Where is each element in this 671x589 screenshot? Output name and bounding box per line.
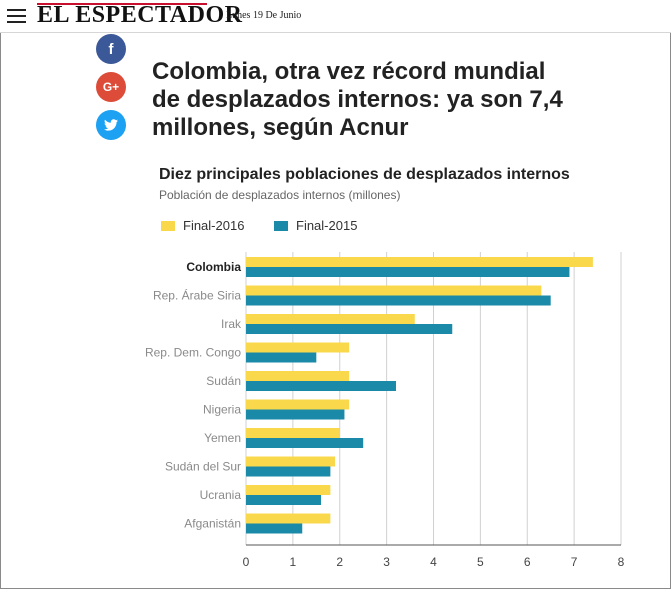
x-tick-label: 1: [290, 555, 297, 569]
bar-2016: [246, 399, 350, 410]
site-logo[interactable]: EL ESPECTADOR: [37, 2, 243, 28]
category-label: Afganistán: [184, 517, 241, 531]
bar-2015: [246, 381, 396, 391]
bar-2016: [246, 513, 331, 524]
category-label: Colombia: [186, 260, 241, 274]
category-label: Irak: [221, 317, 242, 331]
x-tick-label: 0: [243, 555, 250, 569]
top-bar: EL ESPECTADOR Lunes 19 De Junio: [0, 0, 671, 33]
logo-accent-rule: [37, 3, 207, 5]
x-tick-label: 3: [383, 555, 390, 569]
category-label: Sudán: [206, 374, 241, 388]
bar-2016: [246, 371, 350, 381]
twitter-share-button[interactable]: [96, 110, 126, 140]
legend-swatch-2016: [161, 220, 175, 231]
x-tick-label: 7: [571, 555, 578, 569]
bar-2015: [246, 267, 570, 277]
chart-title: Diez principales poblaciones de desplaza…: [159, 166, 570, 183]
bar-2015: [246, 324, 453, 334]
category-label: Rep. Dem. Congo: [145, 346, 241, 360]
menu-icon[interactable]: [7, 9, 26, 23]
legend-item-2016: Final-2016: [161, 218, 244, 233]
x-tick-label: 8: [618, 555, 625, 569]
google-plus-icon: G+: [102, 80, 120, 94]
category-label: Ucrania: [200, 488, 242, 502]
bar-2016: [246, 314, 415, 324]
bar-2016: [246, 428, 340, 438]
legend-item-2015: Final-2015: [274, 218, 357, 233]
category-label: Rep. Árabe Siria: [153, 288, 241, 303]
legend-label-2016: Final-2016: [183, 218, 245, 233]
x-tick-label: 4: [430, 555, 437, 569]
bar-2015: [246, 438, 364, 448]
bar-2015: [246, 523, 303, 534]
bar-2015: [246, 409, 345, 420]
bar-2016: [246, 342, 350, 353]
facebook-share-button[interactable]: f: [96, 34, 126, 64]
bar-2015: [246, 466, 331, 477]
category-label: Yemen: [204, 431, 241, 445]
header-date: Lunes 19 De Junio: [226, 10, 302, 21]
bar-2016: [246, 257, 593, 267]
bar-2016: [246, 285, 542, 296]
bar-2015: [246, 495, 321, 505]
x-tick-label: 5: [477, 555, 484, 569]
bar-2016: [246, 456, 336, 467]
chart-subtitle: Población de desplazados internos (millo…: [159, 188, 401, 202]
legend-swatch-2015: [274, 220, 288, 231]
category-label: Sudán del Sur: [165, 460, 241, 474]
google-plus-share-button[interactable]: G+: [96, 72, 126, 102]
bar-2015: [246, 295, 551, 306]
bar-2016: [246, 485, 331, 495]
article-title: Colombia, otra vez récord mundial de des…: [152, 58, 563, 141]
facebook-icon: f: [108, 40, 114, 58]
category-label: Nigeria: [203, 403, 241, 417]
x-tick-label: 6: [524, 555, 531, 569]
bar-2015: [246, 352, 317, 363]
twitter-icon: [104, 119, 118, 131]
x-tick-label: 2: [336, 555, 343, 569]
legend-label-2015: Final-2015: [296, 218, 358, 233]
